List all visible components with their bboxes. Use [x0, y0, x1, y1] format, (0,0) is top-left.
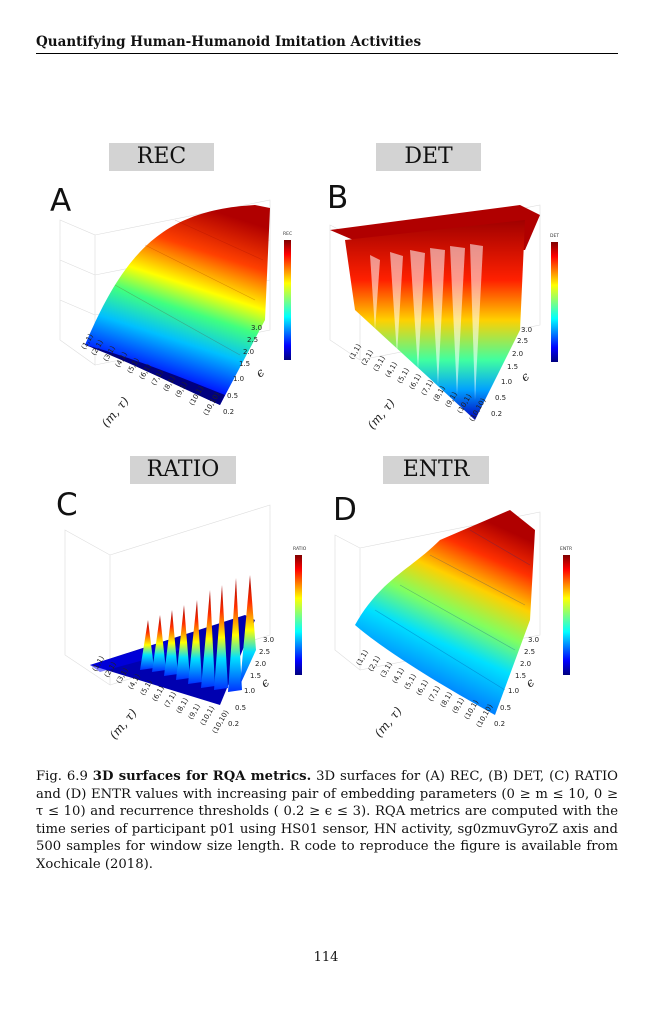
eps-tick: 1.0: [233, 375, 244, 383]
eps-tick: 0.5: [235, 704, 246, 712]
pair-tick: (1,1): [348, 342, 363, 361]
pair-tick: (6,1): [415, 678, 430, 697]
pair-tick: (10,1): [199, 705, 217, 727]
eps-tick: 0.2: [228, 720, 239, 728]
pair-tick: (8,1): [439, 690, 454, 709]
pair-tick: (1,1): [355, 648, 370, 667]
surface-plot-det: DET 3.0 2.5 2.0 1.5 1.0 0.5 0.2 ϵ (1,1) …: [329, 204, 559, 432]
pair-tick: (6,1): [408, 372, 423, 391]
eps-tick: 0.2: [494, 720, 505, 728]
metric-label-rec: REC: [109, 143, 214, 171]
pair-axis-label: (m, τ): [99, 394, 132, 430]
panel-letter-b: B: [327, 180, 349, 216]
pair-axis-label: (m, τ): [107, 706, 140, 742]
caption-bold: 3D surfaces for RQA metrics.: [92, 769, 312, 784]
metric-label-ratio: RATIO: [130, 456, 236, 484]
eps-tick: 1.5: [250, 672, 261, 680]
pair-tick: (8,1): [175, 696, 190, 715]
eps-tick: 2.5: [247, 336, 258, 344]
eps-tick: 0.5: [227, 392, 238, 400]
surface-plot-entr: ENTR 3.0 2.5 2.0 1.5 1.0 0.5 0.2 ϵ (1,1)…: [334, 510, 572, 740]
surface-plot-rec: REC 3.0 2.5 2.0 1.5 1.0 0.5 0.2 ϵ (1,1) …: [59, 199, 292, 430]
pair-tick: (2,1): [367, 654, 382, 673]
eps-tick: 2.5: [259, 648, 270, 656]
colorbar-rec: REC: [283, 231, 292, 360]
eps-tick: 0.5: [495, 394, 506, 402]
pair-tick: (5,1): [396, 366, 411, 385]
colorbar-ratio: RATIO: [293, 546, 307, 675]
colorbar-title-det: DET: [550, 233, 559, 239]
colorbar-title-rec: REC: [283, 231, 292, 237]
eps-tick: 3.0: [528, 636, 539, 644]
panel-letter-d: D: [333, 492, 357, 528]
eps-axis-label: ϵ: [518, 369, 532, 384]
caption-text: 3D surfaces for (A) REC, (B) DET, (C) RA…: [36, 769, 618, 872]
colorbar-det: DET: [550, 233, 559, 362]
eps-tick: 2.0: [512, 350, 523, 358]
eps-axis-label: ϵ: [523, 675, 537, 690]
eps-tick: 1.0: [501, 378, 512, 386]
pair-tick: (9,1): [451, 696, 466, 715]
metric-label-entr: ENTR: [383, 456, 489, 484]
eps-tick: 3.0: [521, 326, 532, 334]
pair-tick: (4,1): [384, 360, 399, 379]
eps-axis-label: ϵ: [258, 675, 272, 690]
pair-tick: (4,1): [391, 666, 406, 685]
panel-letter-a: A: [50, 183, 72, 219]
eps-tick: 2.0: [520, 660, 531, 668]
pair-tick: (7,1): [427, 684, 442, 703]
eps-tick: 2.5: [517, 337, 528, 345]
eps-tick: 1.5: [515, 672, 526, 680]
eps-axis-label: ϵ: [253, 365, 267, 380]
page-number: 114: [313, 950, 339, 965]
eps-tick: 1.5: [507, 363, 518, 371]
eps-tick: 3.0: [251, 324, 262, 332]
panel-letter-c: C: [56, 487, 78, 523]
caption-prefix: Fig. 6.9: [36, 769, 88, 784]
eps-tick: 2.0: [243, 348, 254, 356]
running-header: Quantifying Human-Humanoid Imitation Act…: [36, 34, 618, 54]
colorbar-entr: ENTR: [560, 546, 572, 675]
colorbar-title-entr: ENTR: [560, 546, 572, 552]
pair-tick: (9,1): [187, 702, 202, 721]
eps-tick: 1.0: [508, 687, 519, 695]
pair-tick: (3,1): [379, 660, 394, 679]
pair-tick: (7,1): [163, 690, 178, 709]
pair-tick: (10,1): [463, 699, 481, 721]
eps-tick: 3.0: [263, 636, 274, 644]
eps-tick: 2.5: [524, 648, 535, 656]
pair-tick: (5,1): [403, 672, 418, 691]
colorbar-title-ratio: RATIO: [293, 546, 307, 552]
pair-axis-label: (m, τ): [365, 396, 398, 432]
pair-axis-label: (m, τ): [372, 704, 405, 740]
eps-tick: 1.5: [239, 360, 250, 368]
eps-tick: 0.2: [491, 410, 502, 418]
eps-tick: 0.5: [500, 704, 511, 712]
surface-plot-ratio: RATIO 3.0 2.5 2.0 1.5 1.0 0.5 0.2 ϵ (1,1…: [64, 504, 307, 742]
eps-tick: 1.0: [244, 687, 255, 695]
eps-tick: 2.0: [255, 660, 266, 668]
metric-label-det: DET: [376, 143, 481, 171]
eps-tick: 0.2: [223, 408, 234, 416]
figure-caption: Fig. 6.9 3D surfaces for RQA metrics. 3D…: [36, 768, 618, 873]
